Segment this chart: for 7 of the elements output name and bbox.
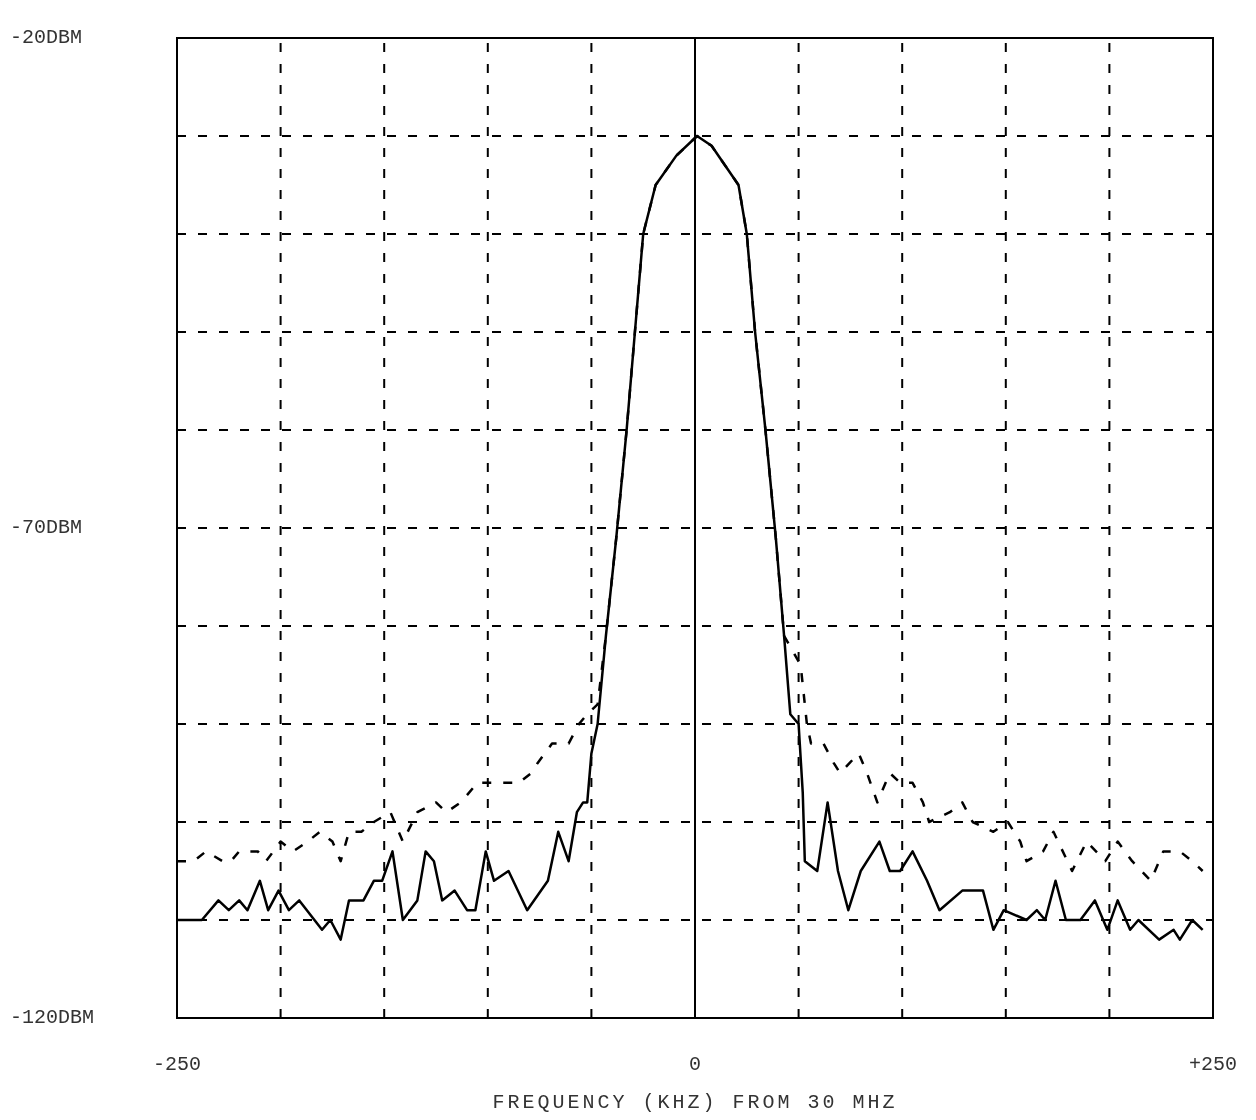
y-tick-label: -70DBM (10, 516, 83, 540)
x-tick-label: -250 (152, 1053, 202, 1076)
x-tick-label: +250 (1188, 1053, 1238, 1076)
x-axis-title: FREQUENCY (KHZ) FROM 30 MHZ (492, 1091, 898, 1114)
x-tick-label: 0 (688, 1053, 702, 1076)
y-tick-label: -120DBM (10, 1006, 95, 1030)
y-tick-label: -20DBM (10, 26, 83, 50)
